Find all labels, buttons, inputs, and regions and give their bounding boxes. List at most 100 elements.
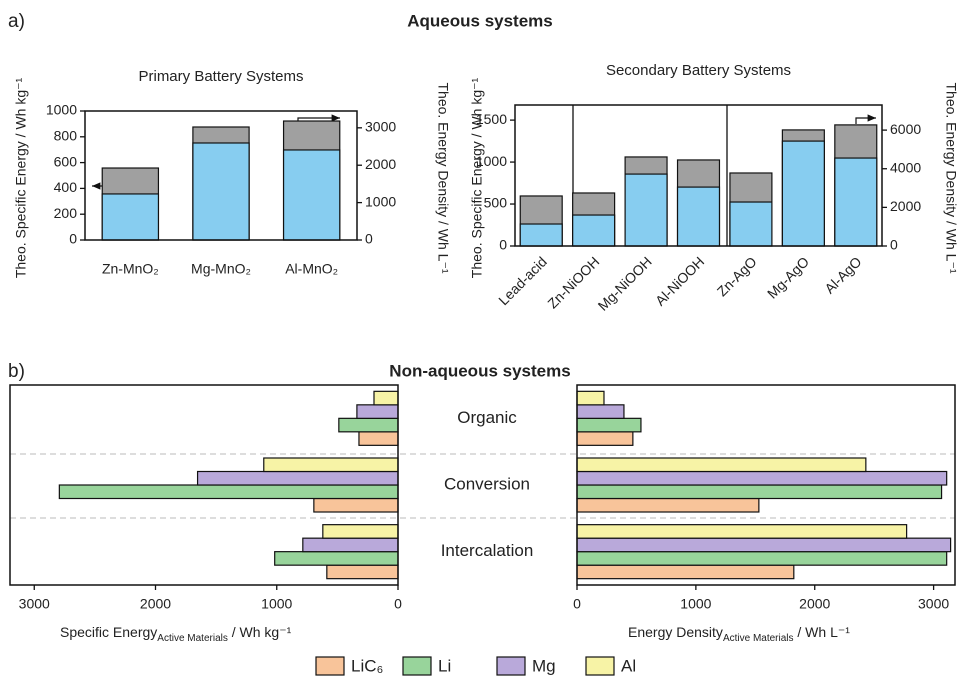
plot-frame (576, 384, 956, 586)
legend-label: Al (621, 656, 636, 675)
y-axis-label: Theo. Specific Energy / Wh kg⁻¹ (13, 77, 29, 278)
y-tick-label: 0 (69, 231, 77, 247)
y-tick-label: 1000 (476, 153, 507, 169)
x-tick-label: 0 (573, 596, 581, 612)
bar (576, 564, 795, 580)
y-tick-label: 200 (54, 205, 78, 221)
arrow (855, 114, 876, 124)
bar (101, 193, 160, 241)
x-tick-label: 2000 (140, 596, 171, 612)
x-axis-label-unit: / Wh L⁻¹ (794, 624, 851, 640)
y2-axis-label: Theo. Energy Density / Wh L⁻¹ (435, 82, 451, 273)
bar (302, 537, 399, 553)
bar (373, 390, 399, 406)
bar (576, 390, 605, 406)
x-tick-label: Al-NiOOH (652, 253, 707, 308)
y-tick-label: 1500 (476, 111, 507, 127)
plot-frame (84, 110, 358, 241)
bar (676, 186, 721, 247)
bar (576, 524, 908, 539)
x-tick-label: Mg-NiOOH (595, 253, 655, 313)
legend-swatch (315, 656, 345, 676)
category-label: Intercalation (441, 541, 534, 560)
bar (572, 214, 616, 247)
y-tick-label: 500 (484, 195, 508, 211)
chart-title: Secondary Battery Systems (606, 62, 791, 79)
legend-swatch (402, 656, 432, 676)
x-tick-label: Lead-acid (495, 253, 550, 308)
bar (196, 470, 399, 486)
section-title: Non-aqueous systems (389, 361, 570, 380)
plot-frame (514, 104, 883, 247)
y2-tick-label: 3000 (365, 119, 396, 135)
category-label: Organic (457, 408, 517, 427)
x-axis-label-unit: / Wh kg⁻¹ (228, 624, 292, 640)
legend-label: Li (438, 656, 451, 675)
bar (576, 417, 642, 433)
bar (338, 417, 399, 433)
chart-title: Primary Battery Systems (138, 68, 303, 85)
bar (624, 173, 668, 247)
panel-label: b) (8, 361, 25, 382)
x-axis-label-sub: Active Materials (723, 633, 794, 644)
x-tick-label: 2000 (799, 596, 830, 612)
bar (576, 537, 952, 553)
bar (322, 524, 399, 539)
x-axis-label-sub: Active Materials (157, 633, 228, 644)
y-tick-label: 1000 (46, 102, 77, 118)
bar (358, 431, 399, 446)
x-axis-label: Specific EnergyActive Materials / Wh kg⁻… (60, 624, 292, 644)
plot-frame (9, 384, 399, 586)
bar (263, 457, 399, 473)
x-tick-label: Al-MnO₂ (285, 261, 338, 277)
y2-tick-label: 6000 (890, 121, 921, 137)
section-title: Aqueous systems (407, 11, 553, 30)
y-tick-label: 800 (54, 128, 78, 144)
x-tick-label: Zn-MnO₂ (102, 261, 159, 277)
x-axis-label-main: Energy Density (628, 624, 723, 640)
x-tick-label: 1000 (261, 596, 292, 612)
x-axis-label: Energy DensityActive Materials / Wh L⁻¹ (628, 624, 850, 644)
x-tick-label: Al-AgO (821, 253, 864, 296)
legend-swatch (496, 656, 526, 676)
bar (576, 457, 867, 473)
y-tick-label: 400 (54, 179, 78, 195)
legend-swatch (585, 656, 615, 676)
x-tick-label: Zn-AgO (714, 253, 760, 299)
bar (192, 142, 250, 241)
y-axis-label: Theo. Specific Energy / Wh kg⁻¹ (469, 77, 485, 278)
y-tick-label: 0 (499, 237, 507, 253)
bar (834, 157, 878, 247)
legend-label: LiC₆ (351, 656, 383, 675)
y2-tick-label: 2000 (890, 198, 921, 214)
y2-tick-label: 1000 (365, 193, 396, 209)
legend-label: Mg (532, 656, 556, 675)
y-tick-label: 600 (54, 153, 78, 169)
y2-tick-label: 2000 (365, 156, 396, 172)
panel-label: a) (8, 11, 25, 32)
x-tick-label: Mg-MnO₂ (191, 261, 251, 277)
y2-tick-label: 0 (890, 237, 898, 253)
y2-axis-label: Theo. Energy Density / Wh L⁻¹ (943, 82, 959, 273)
bar (781, 140, 825, 247)
bar (576, 470, 948, 486)
bar (576, 431, 634, 446)
bar (576, 484, 943, 500)
bar (576, 551, 948, 566)
x-tick-label: 1000 (680, 596, 711, 612)
bar (326, 564, 399, 580)
y2-tick-label: 0 (365, 231, 373, 247)
bar (576, 404, 625, 419)
category-label: Conversion (444, 474, 530, 493)
bar (729, 201, 773, 247)
bar (313, 497, 399, 513)
x-tick-label: 0 (394, 596, 402, 612)
x-tick-label: 3000 (19, 596, 50, 612)
x-tick-label: Mg-AgO (764, 253, 812, 301)
x-axis-label-main: Specific Energy (60, 624, 157, 640)
bar (274, 551, 399, 566)
y2-tick-label: 4000 (890, 159, 921, 175)
bar (58, 484, 399, 500)
bar (356, 404, 399, 419)
